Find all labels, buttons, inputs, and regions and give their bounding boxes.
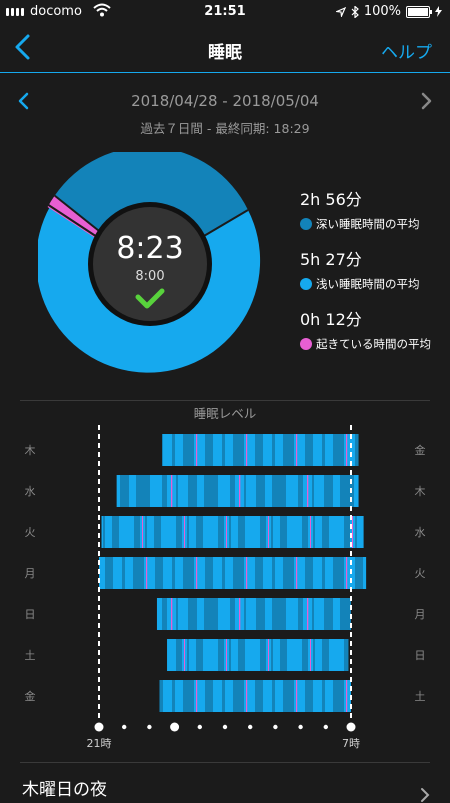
awake-label: 起きている時間の平均 (316, 337, 431, 351)
night-detail-row[interactable]: 木曜日の夜 (0, 763, 450, 802)
deep-sleep-label: 深い睡眠時間の平均 (316, 217, 420, 231)
wifi-icon (93, 3, 111, 17)
date-range: 2018/04/28 - 2018/05/04 過去７日間 - 最終同期: 18… (0, 90, 450, 140)
sleep-level-chart[interactable]: 木金水 木火 水月 火日 月土 日金土 21時 7時 (0, 420, 450, 760)
sleep-bar (167, 639, 349, 671)
row-label-right: 金 (415, 443, 426, 457)
charging-bolt-icon (435, 6, 442, 17)
next-range-icon[interactable] (416, 90, 436, 112)
section-divider (20, 400, 430, 401)
sync-info: 過去７日間 - 最終同期: 18:29 (140, 121, 310, 136)
awake-value: 0h 12分 (300, 310, 362, 329)
row-label-right: 日 (415, 649, 426, 662)
sleep-bar (116, 475, 359, 507)
deep-sleep-dot-icon (300, 218, 312, 230)
signal-icon (6, 8, 24, 16)
row-label-left: 水 (25, 485, 36, 498)
sleep-goal: 8:00 (135, 269, 164, 284)
nav-bar: 睡眠 ヘルプ (0, 24, 450, 73)
x-tick-label: 7時 (342, 737, 360, 750)
status-time: 21:51 (204, 4, 246, 19)
axis-dot (273, 724, 278, 730)
row-label-right: 火 (415, 567, 426, 580)
battery-percent: 100% (363, 4, 401, 19)
sleep-bar (162, 434, 359, 466)
row-label-left: 日 (25, 608, 36, 621)
row-label-left: 月 (25, 567, 36, 580)
sleep-bar (159, 680, 351, 712)
awake-segment (47, 195, 103, 240)
light-sleep-dot-icon (300, 278, 312, 290)
help-button[interactable]: ヘルプ (381, 43, 432, 63)
sleep-level-title: 睡眠レベル (193, 406, 257, 421)
legend-item-deep: 2h 56分 深い睡眠時間の平均 (300, 186, 450, 232)
page-title: 睡眠 (208, 43, 242, 63)
axis-dot (122, 724, 127, 730)
axis-dot (346, 722, 356, 732)
back-chevron-icon[interactable] (8, 30, 38, 64)
row-label-left: 土 (25, 649, 36, 662)
axis-dot (94, 722, 104, 732)
average-sleep-time: 8:23 (116, 231, 183, 266)
bluetooth-icon (351, 5, 359, 18)
legend-item-awake: 0h 12分 起きている時間の平均 (300, 306, 450, 352)
row-label-right: 木 (415, 485, 426, 498)
axis-dot (222, 724, 228, 730)
legend-item-light: 5h 27分 浅い睡眠時間の平均 (300, 246, 450, 292)
sleep-bar (156, 598, 351, 630)
row-label-right: 水 (415, 526, 426, 539)
deep-sleep-value: 2h 56分 (300, 190, 362, 209)
location-arrow-icon (335, 6, 346, 17)
sleep-bar (101, 516, 364, 548)
night-detail-label: 木曜日の夜 (22, 780, 107, 800)
row-label-left: 木 (25, 444, 36, 457)
awake-dot-icon (300, 338, 312, 350)
sleep-bar (99, 557, 367, 589)
battery-icon (406, 5, 432, 18)
x-tick-label: 21時 (87, 737, 112, 750)
light-sleep-value: 5h 27分 (300, 250, 362, 269)
axis-dot (197, 724, 202, 730)
light-sleep-label: 浅い睡眠時間の平均 (316, 277, 420, 291)
row-label-left: 火 (25, 526, 36, 539)
row-label-right: 土 (415, 690, 426, 703)
sleep-summary-donut: 8:23 8:00 (38, 152, 261, 373)
axis-dot (323, 724, 328, 730)
axis-dot (298, 724, 303, 730)
sleep-legend: 2h 56分 深い睡眠時間の平均 5h 27分 浅い睡眠時間の平均 0h 12分… (300, 186, 450, 366)
row-label-right: 月 (415, 608, 426, 621)
deep-sleep-segment (54, 152, 248, 239)
axis-dot (248, 724, 253, 730)
chevron-right-icon (421, 788, 430, 802)
status-bar: docomo 21:51 100% (0, 0, 450, 24)
axis-dot (170, 722, 180, 732)
row-label-left: 金 (25, 689, 36, 703)
date-range-label: 2018/04/28 - 2018/05/04 (131, 92, 319, 110)
previous-range-icon[interactable] (14, 90, 34, 112)
axis-dot (147, 724, 152, 730)
carrier-name: docomo (30, 4, 82, 19)
checkmark-icon (135, 288, 165, 309)
